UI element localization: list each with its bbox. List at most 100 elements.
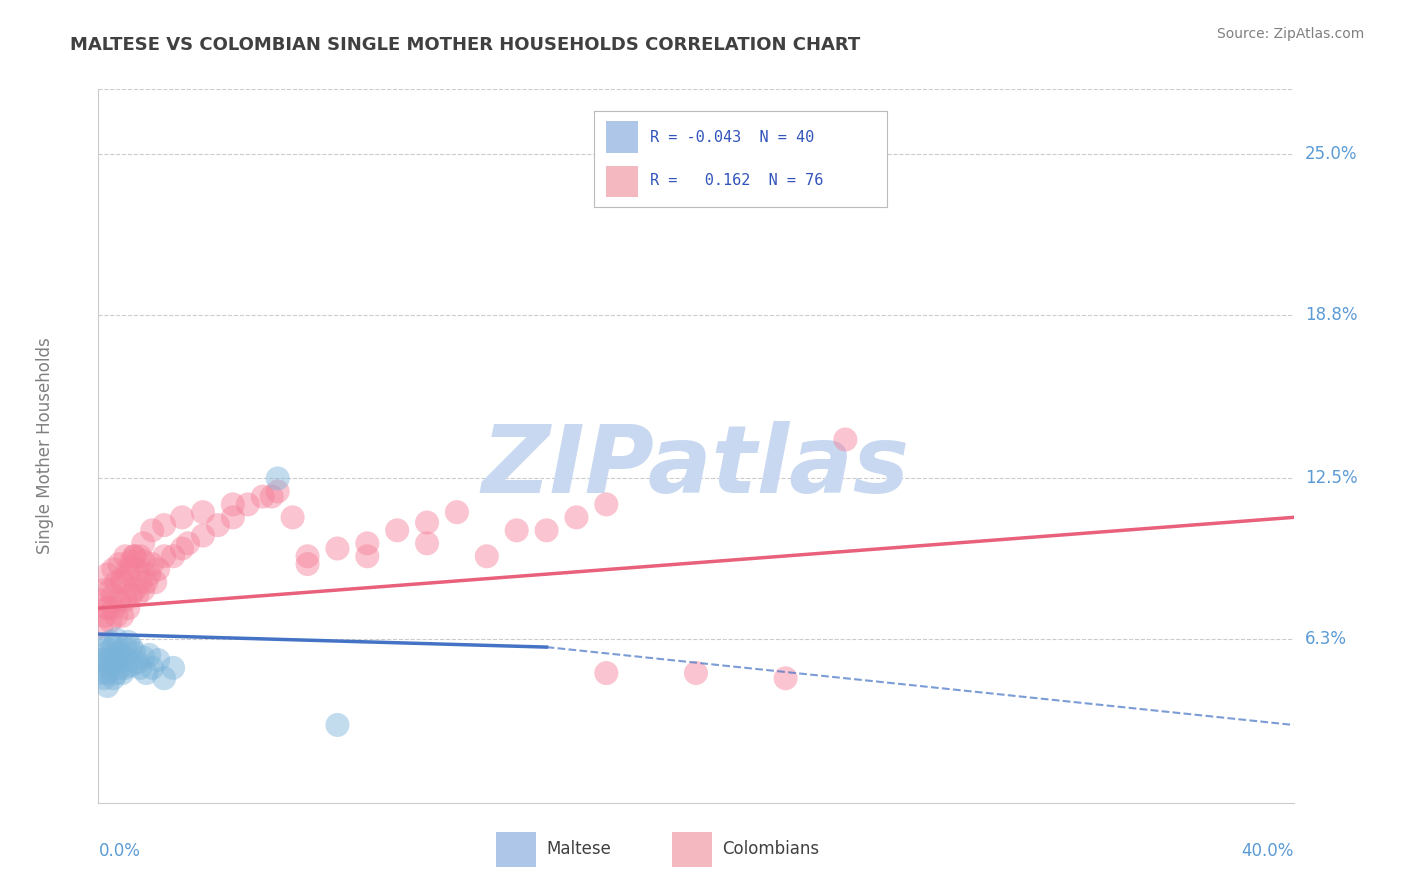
Point <box>297 549 319 564</box>
Point <box>103 640 125 654</box>
Point <box>111 666 134 681</box>
Point <box>103 588 125 602</box>
Point <box>108 557 131 571</box>
Text: 12.5%: 12.5% <box>1305 469 1357 487</box>
Point <box>96 601 118 615</box>
Point <box>124 549 146 564</box>
Point <box>129 661 152 675</box>
Point <box>356 549 378 564</box>
Point <box>96 601 118 615</box>
Point <box>475 549 498 564</box>
Point <box>138 648 160 662</box>
Point <box>141 661 163 675</box>
Point <box>148 653 170 667</box>
Point <box>595 497 617 511</box>
Point <box>105 575 128 590</box>
Point <box>120 640 142 654</box>
Point <box>111 609 134 624</box>
Point <box>93 582 115 597</box>
Point <box>222 510 245 524</box>
Point <box>111 648 134 662</box>
Point <box>385 524 409 538</box>
Point <box>90 666 112 681</box>
Point <box>98 582 122 597</box>
Point <box>177 536 200 550</box>
Point <box>98 614 122 628</box>
Point <box>260 490 283 504</box>
Point <box>172 541 194 556</box>
Point <box>117 601 139 615</box>
Point <box>252 490 274 504</box>
Point <box>143 575 166 590</box>
Point <box>117 567 139 582</box>
Point <box>90 653 112 667</box>
Point <box>98 650 122 665</box>
Point <box>132 582 155 597</box>
Point <box>207 518 229 533</box>
Point <box>446 505 468 519</box>
Point <box>120 658 142 673</box>
Point <box>114 593 136 607</box>
Point <box>93 640 115 654</box>
Point <box>153 518 176 533</box>
Point <box>103 656 125 670</box>
Point <box>96 645 118 659</box>
Point <box>103 671 125 685</box>
Point <box>326 541 349 556</box>
Point <box>141 557 163 571</box>
Point <box>132 554 155 568</box>
Point <box>416 536 439 550</box>
Point <box>120 588 142 602</box>
Point <box>267 484 290 499</box>
Point <box>506 524 529 538</box>
Point <box>124 549 146 564</box>
Point <box>141 524 163 538</box>
Point <box>129 575 152 590</box>
Point <box>236 497 259 511</box>
Text: Source: ZipAtlas.com: Source: ZipAtlas.com <box>1216 27 1364 41</box>
Text: 18.8%: 18.8% <box>1305 306 1357 324</box>
Point <box>90 619 112 633</box>
Point <box>93 653 115 667</box>
Point <box>93 609 115 624</box>
Text: Single Mother Households: Single Mother Households <box>35 338 53 554</box>
Point <box>138 567 160 582</box>
Point <box>105 632 128 647</box>
Point <box>153 671 176 685</box>
Point <box>93 671 115 685</box>
Point <box>111 575 134 590</box>
Point <box>356 536 378 550</box>
Point <box>153 549 176 564</box>
Text: 0.0%: 0.0% <box>98 842 141 860</box>
Point <box>90 593 112 607</box>
Point <box>108 645 131 659</box>
Point <box>267 471 290 485</box>
Point <box>281 510 304 524</box>
Point <box>132 650 155 665</box>
Point <box>98 661 122 675</box>
Point <box>775 671 797 685</box>
Point <box>148 562 170 576</box>
Point <box>96 567 118 582</box>
Point <box>114 661 136 675</box>
Point <box>162 549 184 564</box>
Point <box>96 666 118 681</box>
Point <box>127 562 149 576</box>
Point <box>191 505 214 519</box>
Text: 40.0%: 40.0% <box>1241 842 1294 860</box>
Point <box>111 573 134 587</box>
Point <box>108 593 131 607</box>
Point <box>114 549 136 564</box>
Point <box>536 524 558 538</box>
Point <box>297 557 319 571</box>
Text: MALTESE VS COLOMBIAN SINGLE MOTHER HOUSEHOLDS CORRELATION CHART: MALTESE VS COLOMBIAN SINGLE MOTHER HOUSE… <box>70 36 860 54</box>
Point <box>117 653 139 667</box>
Point <box>127 588 149 602</box>
Point <box>191 528 214 542</box>
Point <box>117 635 139 649</box>
Point <box>98 635 122 649</box>
Point <box>135 575 157 590</box>
Point <box>162 661 184 675</box>
Point <box>114 640 136 654</box>
Point <box>129 549 152 564</box>
